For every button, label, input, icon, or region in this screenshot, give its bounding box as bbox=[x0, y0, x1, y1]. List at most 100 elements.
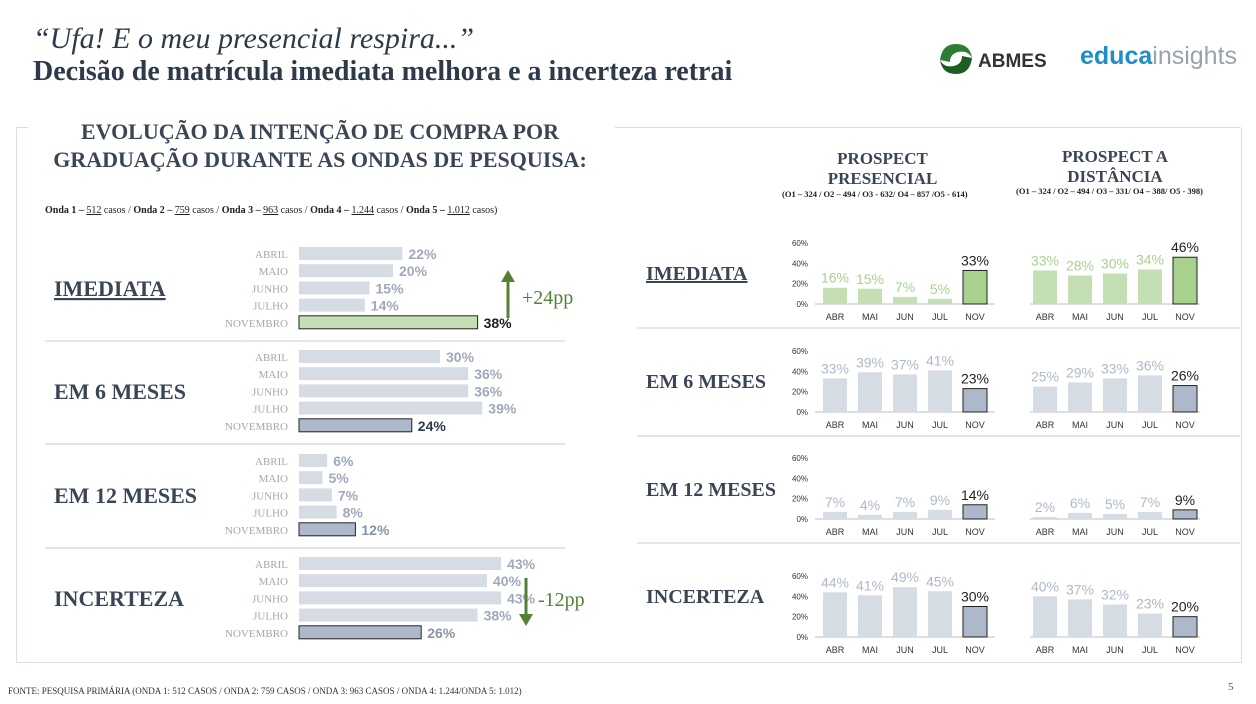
abmes-leaf-icon bbox=[940, 44, 972, 74]
bar-incerteza-0 bbox=[299, 557, 502, 570]
x-tick-label: JUN bbox=[896, 645, 914, 655]
slide-title-quote: “Ufa! E o meu presencial respira...” bbox=[33, 22, 475, 55]
arrow-up-head-icon bbox=[501, 270, 515, 282]
x-tick-label: NOV bbox=[1175, 527, 1195, 537]
column-value-label: 41% bbox=[926, 352, 954, 368]
bar-em-6-meses-4 bbox=[298, 418, 413, 433]
x-tick-label: NOV bbox=[1175, 420, 1195, 430]
column-value-label: 33% bbox=[821, 360, 849, 376]
bar-value-label: 43% bbox=[507, 590, 536, 606]
x-tick-label: MAI bbox=[862, 645, 878, 655]
bar-incerteza-4 bbox=[298, 625, 422, 640]
row-label-incerteza: INCERTEZA bbox=[646, 586, 765, 608]
bar-value-label: 39% bbox=[488, 401, 517, 417]
x-tick-label: ABR bbox=[1036, 312, 1055, 322]
column-value-label: 26% bbox=[1171, 368, 1199, 384]
educa-insights-logo: educainsights bbox=[1080, 42, 1237, 71]
wave-label: Onda 3 – bbox=[221, 205, 264, 216]
x-tick-label: NOV bbox=[965, 645, 985, 655]
column-value-label: 5% bbox=[1105, 496, 1125, 512]
column-bar bbox=[893, 374, 917, 412]
month-label: JULHO bbox=[253, 611, 288, 623]
x-tick-label: JUN bbox=[1106, 527, 1124, 537]
column-bar bbox=[1033, 596, 1057, 637]
y-tick-label: 0% bbox=[796, 408, 808, 417]
column-bar bbox=[1103, 513, 1127, 519]
bar-value-label: 43% bbox=[507, 556, 536, 572]
column-value-label: 20% bbox=[1171, 599, 1199, 615]
column-bar bbox=[1138, 375, 1162, 412]
source-note: FONTE: PESQUISA PRIMÁRIA (ONDA 1: 512 CA… bbox=[8, 686, 522, 696]
y-tick-label: 20% bbox=[792, 280, 808, 289]
wave-count: 1.012 bbox=[447, 205, 470, 216]
column-value-label: 15% bbox=[856, 271, 884, 287]
column-bar bbox=[1103, 273, 1127, 304]
column-bar bbox=[1172, 616, 1198, 638]
x-tick-label: MAI bbox=[1072, 645, 1088, 655]
col-presencial-sub: (O1 – 324 / O2 – 494 / O3 - 632/ O4 – 85… bbox=[782, 189, 968, 199]
abmes-wordmark: ABMES bbox=[978, 51, 1047, 72]
slide-title: Decisão de matrícula imediata melhora e … bbox=[33, 56, 733, 87]
column-value-label: 37% bbox=[1066, 581, 1094, 597]
column-bar bbox=[823, 287, 847, 304]
column-bar bbox=[1033, 516, 1057, 519]
col-distancia-title: PROSPECT A DISTÂNCIA bbox=[1062, 147, 1168, 186]
wave-suffix: casos / bbox=[189, 205, 222, 216]
x-tick-label: NOV bbox=[965, 312, 985, 322]
column-bar bbox=[858, 372, 882, 412]
column-bar bbox=[858, 595, 882, 637]
y-tick-label: 40% bbox=[792, 259, 808, 268]
column-bar bbox=[1172, 509, 1198, 520]
bar-incerteza-3 bbox=[299, 608, 478, 622]
column-bar bbox=[1103, 378, 1127, 412]
column-value-label: 25% bbox=[1031, 369, 1059, 385]
column-bar bbox=[893, 296, 917, 304]
y-tick-label: 0% bbox=[796, 633, 808, 642]
column-value-label: 32% bbox=[1101, 586, 1129, 602]
bar-imediata-2 bbox=[299, 281, 370, 295]
column-value-label: 5% bbox=[930, 281, 950, 297]
bar-value-label: 36% bbox=[474, 366, 503, 382]
month-label: MAIO bbox=[259, 473, 288, 485]
column-value-label: 23% bbox=[1136, 596, 1164, 612]
column-value-label: 29% bbox=[1066, 365, 1094, 381]
left-chart-subtitle: Onda 1 – 512 casos / Onda 2 – 759 casos … bbox=[45, 205, 605, 216]
bar-em-6-meses-3 bbox=[299, 401, 483, 415]
x-tick-label: NOV bbox=[1175, 312, 1195, 322]
column-value-label: 23% bbox=[961, 371, 989, 387]
wave-suffix: casos) bbox=[469, 205, 498, 216]
wave-count: 1.244 bbox=[351, 205, 374, 216]
bar-em-6-meses-0 bbox=[299, 350, 440, 363]
column-bar bbox=[1033, 386, 1057, 412]
bar-em-12-meses-1 bbox=[299, 471, 323, 485]
column-value-label: 44% bbox=[821, 574, 849, 590]
column-value-label: 37% bbox=[891, 356, 919, 372]
column-value-label: 45% bbox=[926, 573, 954, 589]
bar-value-label: 24% bbox=[418, 418, 447, 434]
month-label: JUNHO bbox=[252, 490, 288, 502]
column-value-label: 14% bbox=[961, 487, 989, 503]
column-bar bbox=[962, 504, 988, 520]
x-tick-label: NOV bbox=[965, 527, 985, 537]
wave-suffix: casos / bbox=[278, 205, 311, 216]
column-value-label: 7% bbox=[825, 494, 845, 510]
bar-value-label: 7% bbox=[338, 487, 359, 503]
bar-value-label: 22% bbox=[408, 246, 437, 262]
y-tick-label: 60% bbox=[792, 572, 808, 581]
y-tick-label: 60% bbox=[792, 454, 808, 463]
wave-label: Onda 1 – bbox=[45, 205, 87, 216]
x-tick-label: JUN bbox=[896, 420, 914, 430]
column-bar bbox=[1068, 599, 1092, 637]
column-bar bbox=[962, 269, 988, 305]
bar-incerteza-1 bbox=[299, 574, 487, 588]
x-tick-label: JUL bbox=[932, 420, 948, 430]
y-tick-label: 40% bbox=[792, 367, 808, 376]
month-label: NOVEMBRO bbox=[225, 525, 288, 537]
bar-value-label: 14% bbox=[371, 298, 400, 314]
bar-value-label: 26% bbox=[427, 625, 456, 641]
column-value-label: 7% bbox=[895, 279, 915, 295]
column-bar bbox=[928, 298, 952, 304]
column-bar bbox=[1033, 270, 1057, 304]
bar-em-6-meses-1 bbox=[299, 367, 469, 381]
bar-value-label: 5% bbox=[329, 470, 350, 486]
